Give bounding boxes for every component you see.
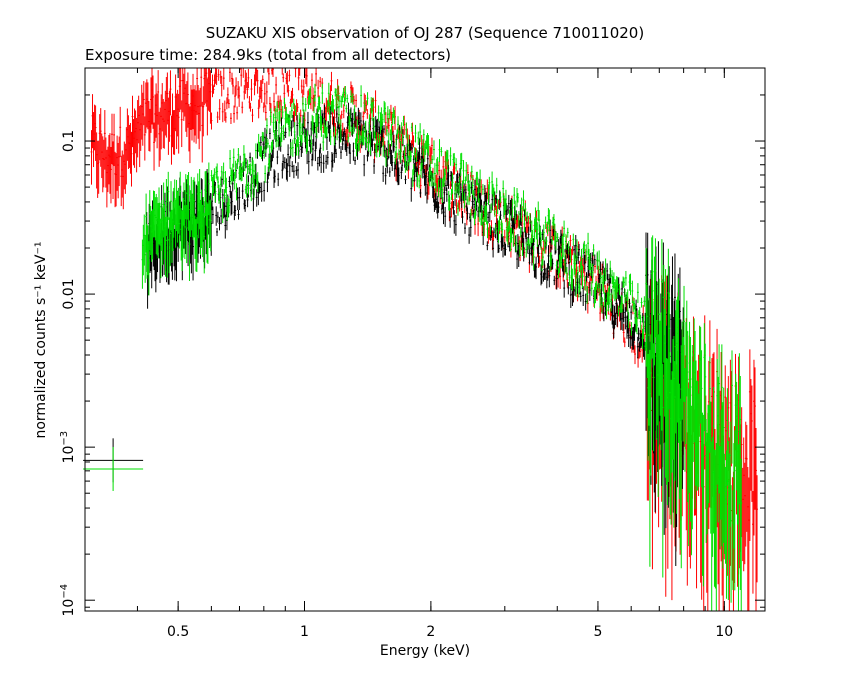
chart-title: SUZAKU XIS observation of OJ 287 (Sequen… (206, 24, 644, 42)
x-tick-label-3: 5 (593, 624, 602, 640)
series-2 (141, 82, 743, 611)
y-tick-label-1: 10−3 (59, 431, 77, 464)
x-tick-label-0: 0.5 (167, 624, 189, 640)
series-1 (145, 102, 685, 567)
y-tick-label-3: 0.1 (61, 130, 77, 152)
x-tick-label-4: 10 (715, 624, 733, 640)
y-axis-title: normalized counts s⁻¹ keV⁻¹ (33, 241, 49, 438)
x-tick-label-2: 2 (426, 624, 435, 640)
x-tick-label-1: 1 (300, 624, 309, 640)
plot-frame (84, 67, 766, 612)
data-layer (83, 67, 758, 611)
y-tick-label-0: 10−4 (59, 584, 77, 617)
y-tick-label-2: 0.01 (61, 278, 77, 309)
chart-subtitle: Exposure time: 284.9ks (total from all d… (85, 46, 451, 64)
ticks-layer: 0.5 1 2 5 10 10−4 10−3 0.01 0.1 (59, 68, 765, 640)
x-axis-title: Energy (keV) (380, 643, 470, 659)
